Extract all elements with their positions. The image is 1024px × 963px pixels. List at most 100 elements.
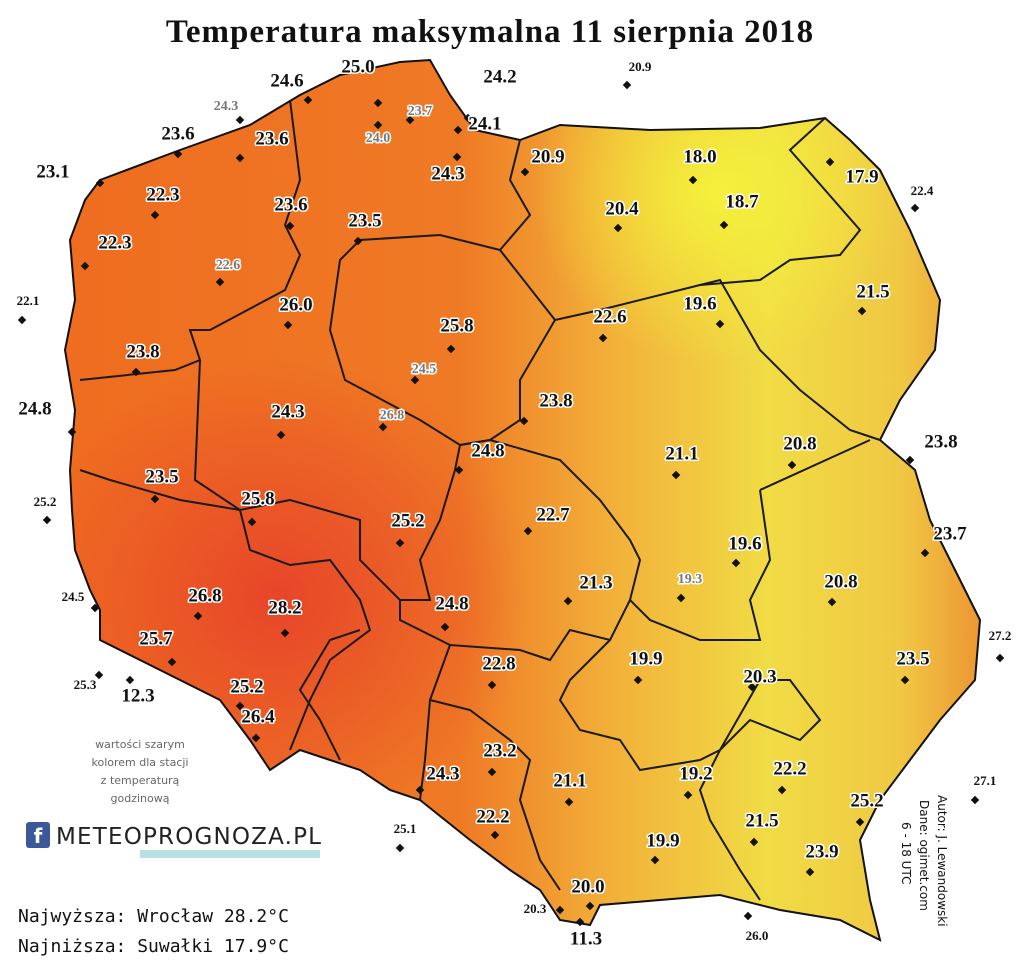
station-dot xyxy=(857,306,867,316)
station-temp: 23.7 xyxy=(408,104,433,119)
station-dot xyxy=(280,628,290,638)
station-temp: 26.4 xyxy=(241,706,275,727)
station-dot xyxy=(440,622,450,632)
station-dot xyxy=(353,236,363,246)
station-temp: 23.6 xyxy=(255,128,288,149)
station-temp: 24.8 xyxy=(435,593,468,614)
note-line: godzinową xyxy=(111,792,170,805)
station-temp: 23.5 xyxy=(348,210,381,231)
station-temp: 12.3 xyxy=(121,685,154,706)
station-dot xyxy=(17,315,27,325)
station-temp: 23.8 xyxy=(126,341,159,362)
note-line: kolorem dla stacji xyxy=(92,756,189,769)
station-temp: 23.5 xyxy=(896,648,929,669)
station-dot xyxy=(731,558,741,568)
station-temp: 26.8 xyxy=(380,408,405,423)
station-dot xyxy=(373,98,383,108)
stations: 24.6 25.0 24.2 24.1 23.6 23.6 24.3 23.1 20.9 18.0… xyxy=(17,55,1012,951)
station-temp: 25.2 xyxy=(230,676,263,697)
station-temp: 20.8 xyxy=(824,571,857,592)
station-temp: 20.3 xyxy=(743,666,776,687)
station-dot xyxy=(463,113,473,123)
station-temp: 23.9 xyxy=(805,841,838,862)
logo-text: METEOPROGNOZA.PL xyxy=(56,824,321,850)
station-dot xyxy=(415,785,425,795)
credit-data: Dane: ogimet.com xyxy=(917,800,931,911)
station-temp: 21.5 xyxy=(745,810,778,831)
station-dot xyxy=(519,416,529,426)
station-temp: 22.6 xyxy=(216,258,241,273)
station-dot xyxy=(564,797,574,807)
station-temp: 18.0 xyxy=(683,146,716,167)
station-temp: 22.8 xyxy=(482,653,515,674)
station-temp: 21.1 xyxy=(553,770,586,791)
station-dot xyxy=(131,367,141,377)
note: wartości szarym kolorem dla stacji z tem… xyxy=(92,738,189,805)
country-border xyxy=(63,58,982,942)
station-dot xyxy=(452,152,462,162)
station-dot xyxy=(395,538,405,548)
station-dot xyxy=(487,680,497,690)
station-temp: 24.0 xyxy=(366,131,391,146)
station-dot xyxy=(215,277,225,287)
station-temp: 24.5 xyxy=(412,362,437,377)
station-dot xyxy=(67,427,77,437)
station-temp: 23.8 xyxy=(539,390,572,411)
station-temp: 25.0 xyxy=(341,56,374,77)
station-temp: 24.3 xyxy=(271,401,304,422)
station-temp: 22.2 xyxy=(773,758,806,779)
station-temp: 25.2 xyxy=(34,494,57,509)
station-dot xyxy=(671,470,681,480)
station-temp: 24.5 xyxy=(62,589,85,604)
station-temp: 25.2 xyxy=(391,510,424,531)
station-dot xyxy=(487,767,497,777)
station-dot xyxy=(633,675,643,685)
station-dot xyxy=(285,221,295,231)
station-temp: 20.0 xyxy=(571,876,604,897)
summary-min: Najniższa: Suwałki 17.9°C xyxy=(18,936,289,957)
station-temp: 23.2 xyxy=(483,740,516,761)
station-temp: 21.1 xyxy=(665,443,698,464)
station-dot xyxy=(676,593,686,603)
station-temp: 19.6 xyxy=(683,293,716,314)
station-temp: 22.6 xyxy=(593,306,626,327)
station-dot xyxy=(80,261,90,271)
station-dot xyxy=(373,120,383,130)
station-temp: 20.3 xyxy=(524,901,547,916)
station-dot xyxy=(598,333,608,343)
station-temp: 24.6 xyxy=(270,70,303,91)
station-dot xyxy=(303,95,313,105)
station-dot xyxy=(378,422,388,432)
station-temp: 24.3 xyxy=(426,763,459,784)
station-dot xyxy=(454,465,464,475)
station-dot xyxy=(395,843,405,853)
station-temp: 19.9 xyxy=(646,830,679,851)
station-dot xyxy=(650,855,660,865)
logo: f METEOPROGNOZA.PL xyxy=(26,822,321,858)
station-temp: 20.4 xyxy=(605,198,639,219)
station-dot xyxy=(827,597,837,607)
station-temp: 11.3 xyxy=(570,928,602,949)
station-temp: 25.3 xyxy=(74,677,97,692)
station-temp: 19.3 xyxy=(678,572,703,587)
station-dot xyxy=(276,430,286,440)
station-temp: 25.8 xyxy=(241,488,274,509)
station-temp: 22.3 xyxy=(98,232,131,253)
station-dot xyxy=(585,901,595,911)
station-dot xyxy=(970,795,980,805)
station-temp: 24.8 xyxy=(471,440,504,461)
station-temp: 19.6 xyxy=(728,533,761,554)
station-dot xyxy=(410,375,420,385)
station-dot xyxy=(563,596,573,606)
station-dot xyxy=(743,911,753,921)
station-temp: 19.2 xyxy=(679,763,712,784)
station-dot xyxy=(405,115,415,125)
station-dot xyxy=(283,320,293,330)
station-dot xyxy=(150,494,160,504)
station-temp: 25.1 xyxy=(394,821,417,836)
credit-author: Autor: J. Lewandowski xyxy=(935,795,949,927)
station-temp: 20.9 xyxy=(531,146,564,167)
station-dot xyxy=(749,837,759,847)
station-temp: 18.7 xyxy=(725,191,759,212)
